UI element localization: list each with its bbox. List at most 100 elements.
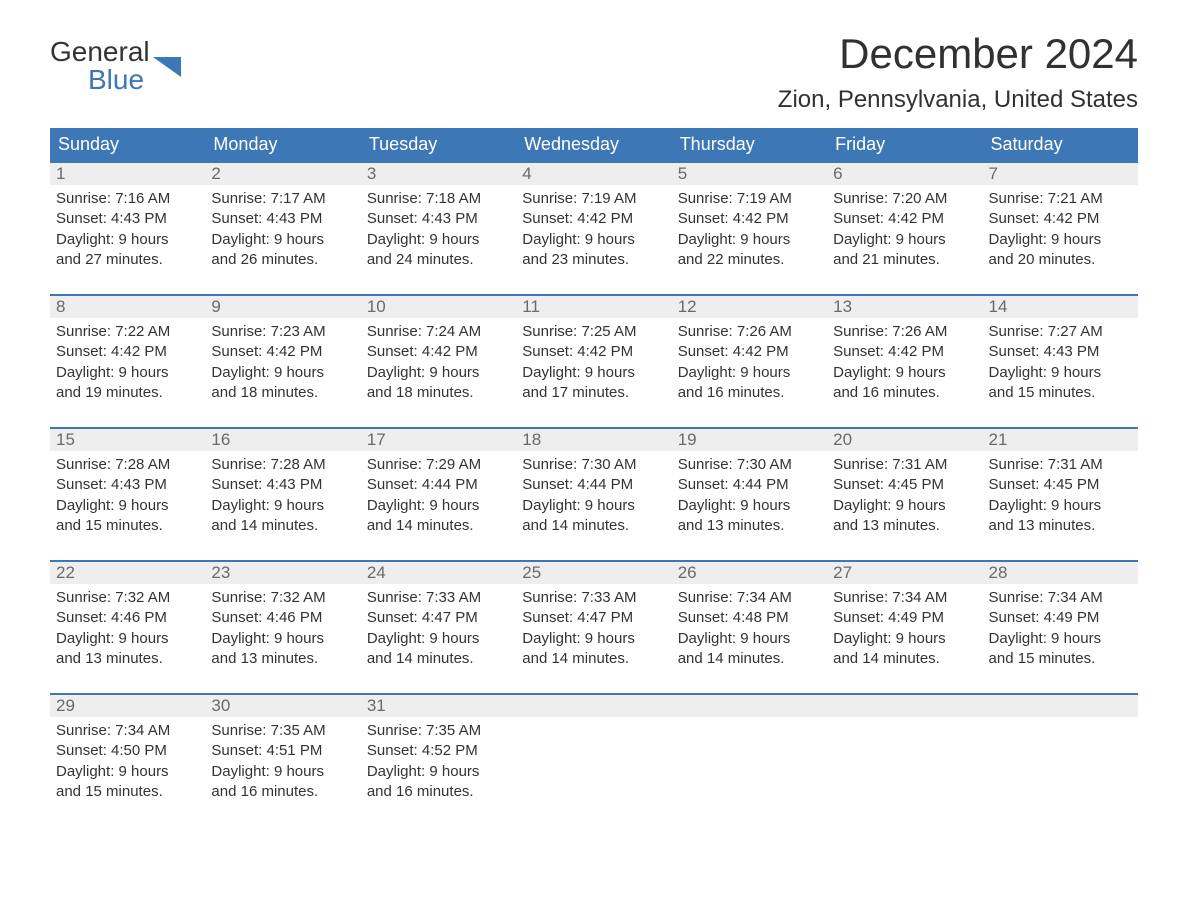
day-d2: and 15 minutes. xyxy=(56,516,199,536)
calendar-day xyxy=(827,695,982,806)
day-body: Sunrise: 7:30 AMSunset: 4:44 PMDaylight:… xyxy=(516,451,671,540)
weeks-container: 1Sunrise: 7:16 AMSunset: 4:43 PMDaylight… xyxy=(50,161,1138,806)
day-d1: Daylight: 9 hours xyxy=(56,762,199,782)
day-number: 25 xyxy=(516,562,671,584)
day-sunrise: Sunrise: 7:20 AM xyxy=(833,189,976,209)
calendar-day: 30Sunrise: 7:35 AMSunset: 4:51 PMDayligh… xyxy=(205,695,360,806)
calendar-day: 1Sunrise: 7:16 AMSunset: 4:43 PMDaylight… xyxy=(50,163,205,274)
day-d2: and 13 minutes. xyxy=(833,516,976,536)
calendar-day: 18Sunrise: 7:30 AMSunset: 4:44 PMDayligh… xyxy=(516,429,671,540)
day-sunrise: Sunrise: 7:31 AM xyxy=(833,455,976,475)
calendar-day xyxy=(672,695,827,806)
day-sunrise: Sunrise: 7:27 AM xyxy=(989,322,1132,342)
day-d1: Daylight: 9 hours xyxy=(833,363,976,383)
day-number: 29 xyxy=(50,695,205,717)
day-d2: and 15 minutes. xyxy=(56,782,199,802)
day-body: Sunrise: 7:24 AMSunset: 4:42 PMDaylight:… xyxy=(361,318,516,407)
day-number: 9 xyxy=(205,296,360,318)
day-number: 7 xyxy=(983,163,1138,185)
day-sunrise: Sunrise: 7:23 AM xyxy=(211,322,354,342)
calendar-week: 29Sunrise: 7:34 AMSunset: 4:50 PMDayligh… xyxy=(50,693,1138,806)
day-sunset: Sunset: 4:42 PM xyxy=(522,209,665,229)
day-d2: and 16 minutes. xyxy=(211,782,354,802)
day-sunset: Sunset: 4:43 PM xyxy=(989,342,1132,362)
day-sunset: Sunset: 4:45 PM xyxy=(833,475,976,495)
calendar-day: 21Sunrise: 7:31 AMSunset: 4:45 PMDayligh… xyxy=(983,429,1138,540)
day-body: Sunrise: 7:35 AMSunset: 4:51 PMDaylight:… xyxy=(205,717,360,806)
day-d1: Daylight: 9 hours xyxy=(989,230,1132,250)
day-sunrise: Sunrise: 7:35 AM xyxy=(367,721,510,741)
day-sunset: Sunset: 4:42 PM xyxy=(833,209,976,229)
day-d2: and 14 minutes. xyxy=(522,649,665,669)
calendar-day: 19Sunrise: 7:30 AMSunset: 4:44 PMDayligh… xyxy=(672,429,827,540)
day-sunrise: Sunrise: 7:29 AM xyxy=(367,455,510,475)
day-body: Sunrise: 7:30 AMSunset: 4:44 PMDaylight:… xyxy=(672,451,827,540)
day-number xyxy=(827,695,982,717)
day-body: Sunrise: 7:32 AMSunset: 4:46 PMDaylight:… xyxy=(50,584,205,673)
calendar-day: 3Sunrise: 7:18 AMSunset: 4:43 PMDaylight… xyxy=(361,163,516,274)
calendar-day: 31Sunrise: 7:35 AMSunset: 4:52 PMDayligh… xyxy=(361,695,516,806)
calendar-day: 9Sunrise: 7:23 AMSunset: 4:42 PMDaylight… xyxy=(205,296,360,407)
day-d2: and 14 minutes. xyxy=(367,649,510,669)
calendar-day: 17Sunrise: 7:29 AMSunset: 4:44 PMDayligh… xyxy=(361,429,516,540)
day-number: 31 xyxy=(361,695,516,717)
day-d1: Daylight: 9 hours xyxy=(522,363,665,383)
day-sunrise: Sunrise: 7:30 AM xyxy=(678,455,821,475)
calendar: Sunday Monday Tuesday Wednesday Thursday… xyxy=(50,128,1138,806)
day-sunrise: Sunrise: 7:34 AM xyxy=(833,588,976,608)
calendar-week: 22Sunrise: 7:32 AMSunset: 4:46 PMDayligh… xyxy=(50,560,1138,673)
day-d1: Daylight: 9 hours xyxy=(678,363,821,383)
calendar-day: 5Sunrise: 7:19 AMSunset: 4:42 PMDaylight… xyxy=(672,163,827,274)
day-sunrise: Sunrise: 7:31 AM xyxy=(989,455,1132,475)
day-sunrise: Sunrise: 7:33 AM xyxy=(522,588,665,608)
day-sunset: Sunset: 4:44 PM xyxy=(678,475,821,495)
calendar-week: 1Sunrise: 7:16 AMSunset: 4:43 PMDaylight… xyxy=(50,161,1138,274)
day-d2: and 24 minutes. xyxy=(367,250,510,270)
day-number: 13 xyxy=(827,296,982,318)
day-d2: and 16 minutes. xyxy=(833,383,976,403)
day-d2: and 22 minutes. xyxy=(678,250,821,270)
day-body: Sunrise: 7:34 AMSunset: 4:49 PMDaylight:… xyxy=(827,584,982,673)
day-d2: and 23 minutes. xyxy=(522,250,665,270)
day-number: 19 xyxy=(672,429,827,451)
weekday-header: Friday xyxy=(827,128,982,161)
weekday-header: Saturday xyxy=(983,128,1138,161)
day-number: 1 xyxy=(50,163,205,185)
day-d1: Daylight: 9 hours xyxy=(56,629,199,649)
day-d1: Daylight: 9 hours xyxy=(833,230,976,250)
calendar-week: 8Sunrise: 7:22 AMSunset: 4:42 PMDaylight… xyxy=(50,294,1138,407)
day-d1: Daylight: 9 hours xyxy=(56,230,199,250)
day-sunset: Sunset: 4:49 PM xyxy=(989,608,1132,628)
day-number: 15 xyxy=(50,429,205,451)
day-d1: Daylight: 9 hours xyxy=(367,496,510,516)
day-number: 11 xyxy=(516,296,671,318)
day-d2: and 19 minutes. xyxy=(56,383,199,403)
day-number: 21 xyxy=(983,429,1138,451)
day-d2: and 13 minutes. xyxy=(56,649,199,669)
day-d1: Daylight: 9 hours xyxy=(989,363,1132,383)
day-d2: and 15 minutes. xyxy=(989,649,1132,669)
day-body: Sunrise: 7:26 AMSunset: 4:42 PMDaylight:… xyxy=(827,318,982,407)
logo-blue: Blue xyxy=(50,66,150,94)
day-sunset: Sunset: 4:43 PM xyxy=(56,475,199,495)
day-body: Sunrise: 7:29 AMSunset: 4:44 PMDaylight:… xyxy=(361,451,516,540)
calendar-day: 27Sunrise: 7:34 AMSunset: 4:49 PMDayligh… xyxy=(827,562,982,673)
day-body: Sunrise: 7:32 AMSunset: 4:46 PMDaylight:… xyxy=(205,584,360,673)
day-number: 12 xyxy=(672,296,827,318)
day-sunrise: Sunrise: 7:28 AM xyxy=(211,455,354,475)
weekday-header-row: Sunday Monday Tuesday Wednesday Thursday… xyxy=(50,128,1138,161)
day-d2: and 18 minutes. xyxy=(211,383,354,403)
calendar-day: 29Sunrise: 7:34 AMSunset: 4:50 PMDayligh… xyxy=(50,695,205,806)
day-d1: Daylight: 9 hours xyxy=(211,762,354,782)
day-sunrise: Sunrise: 7:34 AM xyxy=(678,588,821,608)
day-number xyxy=(672,695,827,717)
day-sunrise: Sunrise: 7:35 AM xyxy=(211,721,354,741)
day-body: Sunrise: 7:20 AMSunset: 4:42 PMDaylight:… xyxy=(827,185,982,274)
weekday-header: Thursday xyxy=(672,128,827,161)
calendar-day: 11Sunrise: 7:25 AMSunset: 4:42 PMDayligh… xyxy=(516,296,671,407)
day-d2: and 21 minutes. xyxy=(833,250,976,270)
day-sunset: Sunset: 4:49 PM xyxy=(833,608,976,628)
calendar-day: 8Sunrise: 7:22 AMSunset: 4:42 PMDaylight… xyxy=(50,296,205,407)
calendar-day: 7Sunrise: 7:21 AMSunset: 4:42 PMDaylight… xyxy=(983,163,1138,274)
day-number: 18 xyxy=(516,429,671,451)
